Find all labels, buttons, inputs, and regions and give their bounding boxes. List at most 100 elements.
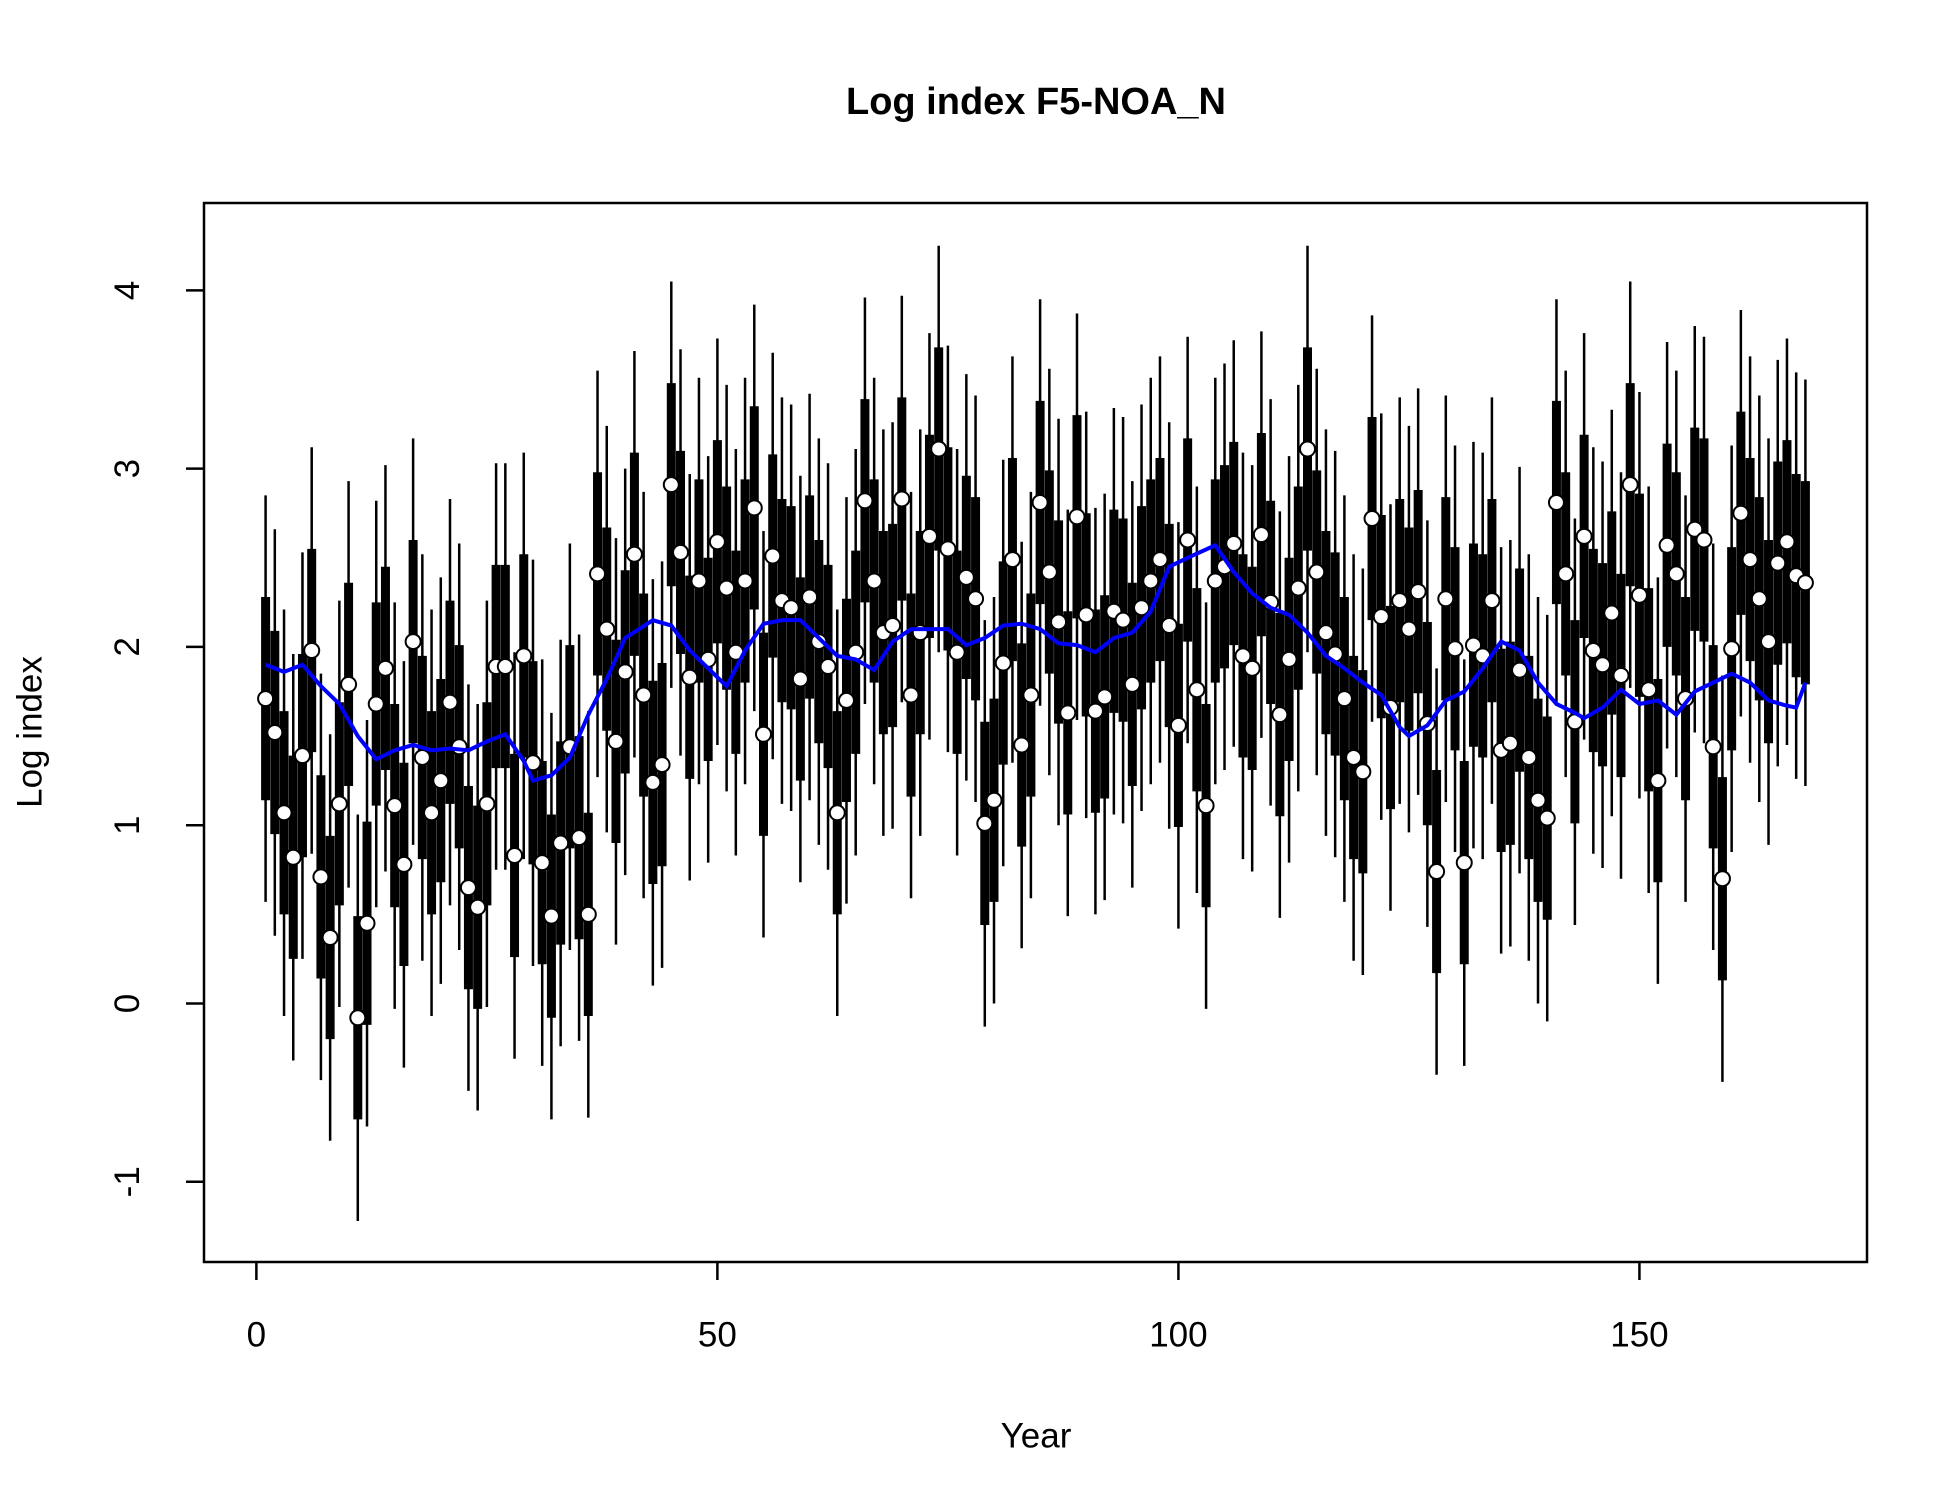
point	[1529, 791, 1547, 809]
point	[1594, 656, 1612, 674]
point	[976, 814, 994, 832]
point	[856, 492, 874, 510]
point	[1603, 604, 1621, 622]
point	[1760, 633, 1778, 651]
point	[321, 929, 339, 947]
point	[1732, 504, 1750, 522]
point	[948, 643, 966, 661]
point	[625, 545, 643, 563]
point	[404, 633, 422, 651]
y-tick-label: -1	[108, 1166, 147, 1197]
x-tick-label: 0	[247, 1315, 266, 1354]
chart-title: Log index F5-NOA_N	[846, 81, 1226, 123]
point	[589, 565, 607, 583]
point	[1234, 647, 1252, 665]
point	[1363, 510, 1381, 528]
point	[902, 686, 920, 704]
point	[819, 658, 837, 676]
point	[284, 848, 302, 866]
point	[1243, 659, 1261, 677]
point	[432, 772, 450, 790]
point	[533, 854, 551, 872]
x-tick-label: 100	[1149, 1315, 1207, 1354]
point	[708, 533, 726, 551]
point	[275, 804, 293, 822]
point	[1372, 608, 1390, 626]
point	[1160, 617, 1178, 635]
point	[994, 654, 1012, 672]
point	[681, 668, 699, 686]
point	[1409, 583, 1427, 601]
point	[423, 804, 441, 822]
point	[478, 795, 496, 813]
point	[1713, 870, 1731, 888]
point	[967, 590, 985, 608]
y-tick-label: 2	[108, 637, 147, 656]
point	[1289, 579, 1307, 597]
point	[1695, 531, 1713, 549]
point	[1741, 551, 1759, 569]
point	[1520, 748, 1538, 766]
point	[552, 834, 570, 852]
point	[1169, 716, 1187, 734]
point	[1151, 551, 1169, 569]
point	[1704, 738, 1722, 756]
point	[635, 686, 653, 704]
point	[1317, 624, 1335, 642]
point	[266, 724, 284, 741]
point	[1446, 640, 1464, 658]
point	[644, 773, 662, 791]
point	[1123, 675, 1141, 693]
point	[1086, 702, 1104, 720]
point	[1483, 592, 1501, 610]
point	[1096, 688, 1114, 706]
point	[459, 879, 477, 897]
point	[828, 804, 846, 822]
smooth-line	[264, 542, 1808, 784]
point	[653, 756, 671, 774]
point	[865, 572, 883, 590]
point	[1538, 809, 1556, 827]
point	[1686, 520, 1704, 538]
point	[893, 490, 911, 508]
point	[515, 647, 533, 665]
point	[1769, 554, 1787, 572]
point	[1013, 736, 1031, 754]
point	[1584, 641, 1602, 659]
point	[395, 855, 413, 873]
point	[542, 907, 560, 925]
point	[1612, 666, 1630, 684]
y-tick-label: 1	[108, 815, 147, 834]
point	[506, 847, 524, 865]
point	[1252, 526, 1270, 544]
point	[884, 617, 902, 635]
point	[1428, 863, 1446, 881]
point	[570, 829, 588, 847]
point	[1640, 681, 1658, 699]
point	[469, 898, 487, 916]
point	[1225, 535, 1243, 553]
point	[367, 695, 385, 713]
point	[1142, 572, 1160, 590]
y-tick-label: 4	[108, 281, 147, 300]
point	[1114, 611, 1132, 629]
point	[920, 527, 938, 545]
point	[1621, 476, 1639, 494]
point	[1068, 508, 1086, 526]
point	[1003, 551, 1021, 569]
point	[1299, 440, 1317, 458]
point	[939, 540, 957, 558]
point	[376, 659, 394, 677]
point	[1557, 565, 1575, 583]
point	[349, 1009, 367, 1027]
point	[1649, 772, 1667, 790]
point	[1077, 606, 1095, 624]
point	[496, 658, 514, 676]
point	[441, 693, 459, 711]
point	[764, 547, 782, 565]
point	[736, 572, 754, 590]
point	[386, 797, 404, 815]
point	[579, 905, 597, 923]
point	[782, 599, 800, 617]
